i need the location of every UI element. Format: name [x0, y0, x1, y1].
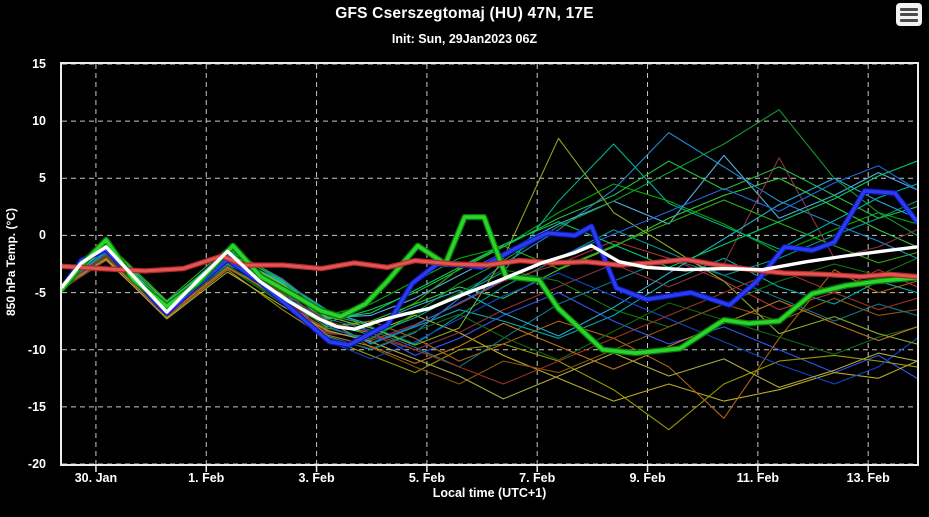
- ensemble-member-line: [62, 258, 917, 400]
- y-tick-label: -15: [27, 399, 46, 414]
- y-tick-label: 15: [32, 57, 46, 71]
- chart-canvas: [62, 64, 917, 464]
- menu-bar: [900, 13, 918, 16]
- x-tick-label: 1. Feb: [188, 471, 225, 485]
- ensemble-member-line: [62, 257, 917, 370]
- y-tick-label: -20: [27, 457, 46, 471]
- x-tick-label: 9. Feb: [629, 471, 666, 485]
- y-tick-label: -5: [34, 285, 46, 300]
- main-series-lines: [62, 188, 917, 357]
- y-tick-label: 0: [39, 228, 46, 243]
- x-tick-label: 11. Feb: [736, 471, 780, 485]
- ensemble-member-line: [62, 255, 917, 361]
- menu-bar: [900, 18, 918, 22]
- x-axis-ticks: [95, 466, 869, 472]
- y-tick-label: 5: [39, 171, 46, 186]
- y-tick-label: 10: [32, 114, 46, 129]
- hamburger-menu-icon[interactable]: [896, 3, 922, 26]
- thick-white-line: [62, 243, 917, 331]
- plot-area: [60, 62, 919, 466]
- x-axis-title: Local time (UTC+1): [432, 486, 547, 500]
- menu-bar: [900, 7, 918, 11]
- x-tick-label: 3. Feb: [298, 471, 335, 485]
- page-title: GFS Cserszegtomaj (HU) 47N, 17E: [335, 5, 594, 22]
- ensemble-member-line: [62, 255, 917, 431]
- y-tick-label: -10: [27, 342, 46, 357]
- chart-init-subtitle: Init: Sun, 29Jan2023 06Z: [391, 32, 538, 46]
- x-tick-label: 13. Feb: [846, 471, 890, 485]
- ensemble-member-line: [62, 257, 917, 345]
- x-tick-label: 30. Jan: [74, 471, 118, 485]
- thick-red-line: [62, 254, 917, 279]
- x-tick-label: 5. Feb: [408, 471, 445, 485]
- x-tick-label: 7. Feb: [519, 471, 556, 485]
- ensemble-member-lines: [62, 109, 917, 431]
